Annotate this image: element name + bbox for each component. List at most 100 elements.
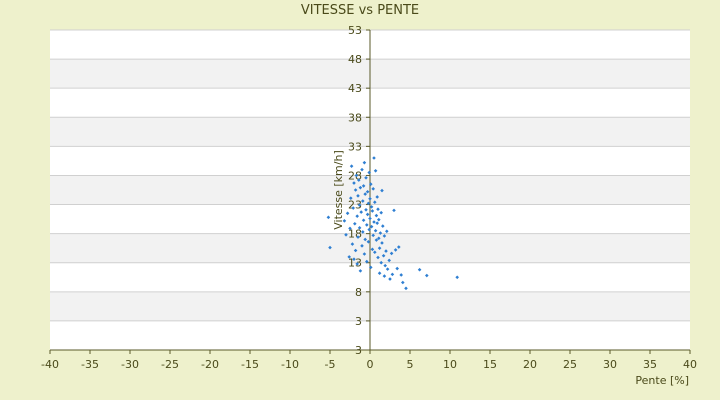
scatter-point (379, 210, 383, 215)
scatter-point (364, 207, 368, 212)
scatter-point (380, 241, 384, 245)
scatter-point (368, 196, 372, 201)
y-tick-label: 33 (348, 140, 362, 153)
scatter-point (356, 235, 360, 239)
scatter-point (370, 247, 375, 252)
scatter-point (371, 233, 375, 238)
scatter-point (388, 277, 392, 281)
scatter-point (365, 189, 370, 194)
scatter-point (381, 224, 385, 228)
scatter-point (368, 216, 372, 221)
scatter-point (382, 234, 387, 238)
scatter-point (376, 207, 380, 211)
x-tick-label: 15 (483, 358, 497, 371)
y-tick-label: 8 (355, 286, 362, 299)
x-tick-label: 40 (683, 358, 697, 371)
scatter-point (353, 221, 357, 226)
scatter-point (361, 218, 366, 223)
scatter-point (377, 217, 381, 222)
x-tick-label: 25 (563, 358, 577, 371)
x-tick-label: -30 (121, 358, 139, 371)
scatter-point (392, 208, 396, 213)
scatter-point (344, 233, 348, 237)
x-axis-ticks: -40 -35 -30 -25 -20 -15 -10 -5 0 5 10 15 20 25 30 35 40 (41, 350, 697, 371)
scatter-point (353, 188, 358, 192)
scatter-point (383, 263, 387, 268)
y-tick-label: 48 (348, 53, 362, 66)
x-tick-label: -10 (281, 358, 299, 371)
x-tick-label: -15 (241, 358, 259, 371)
x-tick-label: 10 (443, 358, 457, 371)
scatter-point (425, 273, 429, 278)
scatter-point (401, 280, 405, 285)
scatter-point (387, 258, 391, 263)
scatter-point (358, 269, 363, 273)
scatter-point (373, 169, 378, 173)
scatter-point (345, 211, 350, 216)
scatter-point (357, 203, 362, 207)
scatter-point (374, 213, 379, 218)
scatter-point (367, 170, 371, 175)
scatter-point (351, 206, 355, 210)
scatter-point (404, 286, 408, 291)
y-tick-label: 3 (355, 315, 362, 328)
scatter-point (360, 167, 364, 172)
scatter-point (399, 273, 403, 277)
scatter-point (381, 253, 386, 258)
scatter-point (350, 242, 355, 246)
scatter-point (348, 226, 352, 231)
scatter-point (362, 252, 367, 256)
scatter-point (369, 224, 374, 229)
scatter-point (362, 160, 367, 165)
scatter-point (417, 267, 422, 272)
scatter-point (361, 184, 366, 188)
scatter-point (326, 215, 331, 220)
scatter-point (397, 245, 401, 249)
scatter-point (367, 227, 371, 232)
scatter-point (354, 173, 359, 178)
scatter-point (364, 175, 368, 180)
scatter-point (353, 248, 358, 253)
scatter-point (389, 251, 394, 256)
scatter-point (372, 220, 376, 224)
scatter-point (349, 164, 354, 168)
scatter-point (373, 228, 378, 233)
scatter-point (366, 239, 371, 244)
scatter-point (382, 274, 387, 278)
x-tick-label: -20 (201, 358, 219, 371)
x-tick-label: 35 (643, 358, 657, 371)
scatter-point (369, 265, 373, 270)
x-tick-label: 5 (407, 358, 414, 371)
x-tick-label: 20 (523, 358, 537, 371)
scatter-point (371, 187, 375, 191)
scatter-point (378, 231, 383, 235)
x-axis-title: Pente [%] (635, 374, 689, 387)
x-tick-label: -40 (41, 358, 59, 371)
scatter-point (363, 237, 367, 242)
scatter-point (328, 245, 332, 250)
scatter-point (369, 182, 373, 186)
scatter-point (356, 194, 360, 198)
scatter-point (369, 205, 374, 209)
scatter-point (376, 255, 380, 260)
y-tick-label: 3 (355, 344, 362, 357)
scatter-point (373, 250, 377, 255)
scatter-point (455, 275, 459, 280)
scatter-point (363, 192, 367, 196)
scatter-point (377, 246, 382, 250)
scatter-point (380, 188, 384, 193)
y-axis-title: Vitesse [km/h] (332, 150, 345, 230)
scatter-point (393, 248, 398, 252)
scatter-point (361, 199, 365, 203)
x-tick-label: 0 (367, 358, 374, 371)
scatter-point (358, 185, 363, 190)
scatter-point (372, 156, 376, 160)
scatter-point (365, 259, 369, 264)
scatter-point (375, 195, 379, 199)
scatter-point (352, 181, 356, 185)
scatter-point (352, 257, 356, 262)
scatter-point (365, 212, 370, 217)
scatter-point (357, 226, 362, 230)
